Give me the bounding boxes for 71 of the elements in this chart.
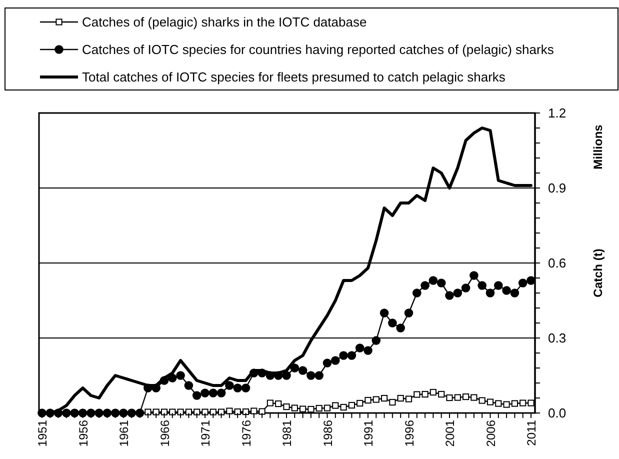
point [275,400,282,408]
point [348,402,355,409]
point [478,397,486,404]
x-tick-label: 1956 [76,420,90,447]
point [332,402,339,409]
point [324,404,331,412]
x-tick-label: 1991 [362,420,376,447]
point [503,401,510,408]
point [520,400,526,406]
point [397,394,404,402]
point [438,390,445,398]
point [454,394,461,401]
point [169,408,176,416]
x-tick-label: 1986 [320,420,335,447]
point [210,408,216,416]
point [283,403,290,410]
point [177,408,184,416]
x-tick-label: 1996 [402,420,416,447]
point [300,406,306,412]
point [194,408,200,416]
point [340,404,347,411]
point [495,400,502,407]
point [470,394,478,401]
y-tick-label: 1.2 [548,106,566,120]
x-tick-label: 1981 [280,420,294,447]
point [462,393,470,400]
point [511,400,518,407]
point [430,388,436,396]
x-tick-label: 1976 [239,420,254,447]
point [234,408,241,416]
point [144,408,152,416]
point [405,396,412,402]
text: Millions [591,124,605,170]
point [160,408,168,416]
y-tick-label: 0.9 [548,180,566,196]
point [226,408,233,414]
point [185,408,192,416]
point [389,398,396,406]
x-tick-label: 1951 [36,420,50,447]
point [152,408,160,416]
x-tick-label: 1966 [158,420,172,447]
y-tick-label: 0.3 [548,330,566,346]
point [258,408,266,415]
point [414,391,420,398]
point [446,394,453,402]
y-axis-title: Catch (t) [591,248,605,298]
point [242,408,250,416]
y-tick-label: 0.0 [548,406,566,420]
point [250,408,258,414]
point [372,396,380,403]
legend-label: Catches of IOTC species for countries having reported catches of (pelagic) sharks [82,42,554,57]
legend-label: Total catches of IOTC species for fleets presumed to catch pelagic sharks [82,70,506,84]
point [202,408,208,416]
point [308,406,314,413]
point [422,390,428,398]
point [266,400,274,406]
point [364,396,372,404]
point [486,398,494,406]
point [356,400,364,407]
x-tick-label: 2011 [524,420,538,446]
x-tick-label: 2001 [443,420,457,447]
point [291,404,298,412]
point [528,400,534,406]
point [381,394,388,402]
y-tick-label: 0.6 [548,256,566,270]
x-tick-label: 2006 [484,420,498,447]
point [218,408,225,416]
legend-label: Catches of (pelagic) sharks in the IOTC database [82,14,367,30]
x-tick-label: 1961 [117,420,131,447]
x-tick-label: 1971 [198,420,212,447]
point [316,404,322,412]
